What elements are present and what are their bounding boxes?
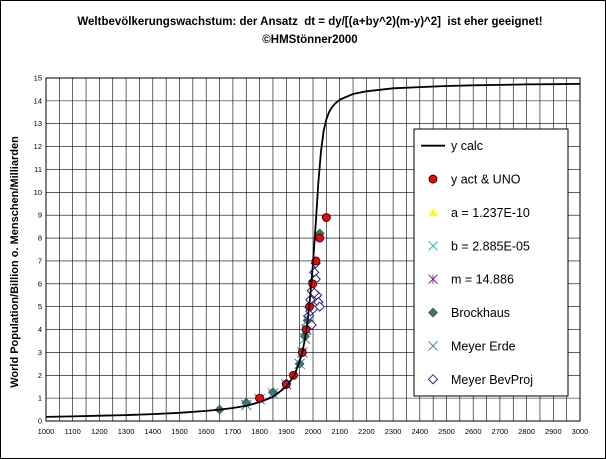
data-point	[267, 388, 279, 399]
legend-marker	[427, 374, 439, 385]
legend-label: a = 1.237E-10	[451, 206, 530, 220]
legend-item: Brockhaus	[428, 306, 510, 320]
legend-marker-stroke	[428, 240, 438, 251]
legend-item: m = 14.886	[428, 273, 514, 287]
x-tick-label: 1000	[38, 427, 55, 436]
legend-item: y calc	[421, 139, 483, 153]
legend-marker	[428, 307, 438, 318]
x-tick-label: 3000	[572, 427, 589, 436]
legend-label: b = 2.885E-05	[451, 239, 530, 253]
legend-label: y calc	[451, 139, 483, 153]
x-tick-label: 2800	[518, 427, 535, 436]
legend-label: Brockhaus	[451, 306, 510, 320]
x-tick-label: 1400	[144, 427, 161, 436]
legend-item: Meyer BevProj	[427, 373, 533, 387]
x-tick-label: 2200	[358, 427, 375, 436]
chart-title: Weltbevölkerungswachstum: der Ansatz dt …	[77, 16, 546, 46]
tick-labels: 1000 1100 1200 1300 1400 1500 1600 1700 1800 1900…	[34, 74, 589, 437]
y-tick-label: 9	[38, 211, 42, 220]
x-tick-label: 1100	[65, 427, 81, 436]
legend-marker-stroke	[428, 341, 438, 351]
legend-item: a = 1.237E-10	[428, 206, 530, 220]
data-point	[315, 233, 325, 243]
y-tick-label: 13	[34, 119, 42, 128]
x-tick-label: 1200	[91, 427, 108, 436]
x-tick-label: 2000	[305, 427, 322, 436]
legend-label: y act & UNO	[451, 173, 521, 187]
y-tick-label: 12	[34, 142, 42, 151]
y-tick-label: 7	[38, 256, 42, 265]
data-point	[308, 279, 318, 289]
x-tick-label: 2900	[545, 427, 562, 436]
legend-marker	[428, 240, 438, 251]
legend-item: y act & UNO	[428, 173, 521, 187]
x-tick-label: 1800	[251, 427, 268, 436]
y-tick-label: 8	[38, 234, 42, 243]
legend-label: Meyer BevProj	[451, 373, 533, 387]
x-tick-label: 1500	[171, 427, 188, 436]
y-tick-label: 3	[38, 348, 42, 357]
legend-marker	[428, 174, 438, 184]
plot-area	[45, 77, 581, 422]
legend-item: Meyer Erde	[428, 339, 516, 353]
data-point-stroke	[267, 388, 279, 399]
y-tick-label: 4	[38, 325, 42, 334]
x-tick-label: 1900	[278, 427, 295, 436]
legend-box	[413, 128, 569, 397]
legend-marker	[428, 274, 438, 284]
y-tick-label: 2	[38, 371, 42, 380]
legend-label: m = 14.886	[451, 273, 514, 287]
legend: y calc y act & UNO a = 1.237E-10 b = 2.885E…	[413, 128, 569, 397]
x-tick-label: 2100	[331, 427, 348, 436]
y-tick-label: 11	[34, 165, 42, 174]
x-tick-label: 1300	[118, 427, 135, 436]
x-tick-label: 2500	[438, 427, 455, 436]
legend-marker	[428, 207, 438, 217]
y-tick-label: 5	[38, 302, 42, 311]
x-tick-label: 2400	[411, 427, 428, 436]
x-tick-label: 2600	[465, 427, 482, 436]
x-tick-label: 1600	[198, 427, 215, 436]
y-tick-label: 1	[38, 394, 42, 403]
y-tick-label: 14	[34, 96, 42, 105]
y-tick-label: 10	[34, 188, 42, 197]
series-0	[45, 83, 581, 418]
data-point	[321, 213, 331, 222]
series-line-y-calc	[45, 83, 581, 418]
x-tick-label: 2700	[492, 427, 509, 436]
y-tick-label: 15	[34, 74, 42, 83]
y-tick-label: 0	[38, 417, 42, 426]
x-tick-label: 2300	[385, 427, 402, 436]
y-tick-label: 6	[38, 279, 42, 288]
legend-item: b = 2.885E-05	[428, 239, 530, 253]
legend-label: Meyer Erde	[451, 339, 516, 353]
legend-marker	[428, 341, 438, 351]
x-tick-label: 1700	[225, 427, 242, 436]
